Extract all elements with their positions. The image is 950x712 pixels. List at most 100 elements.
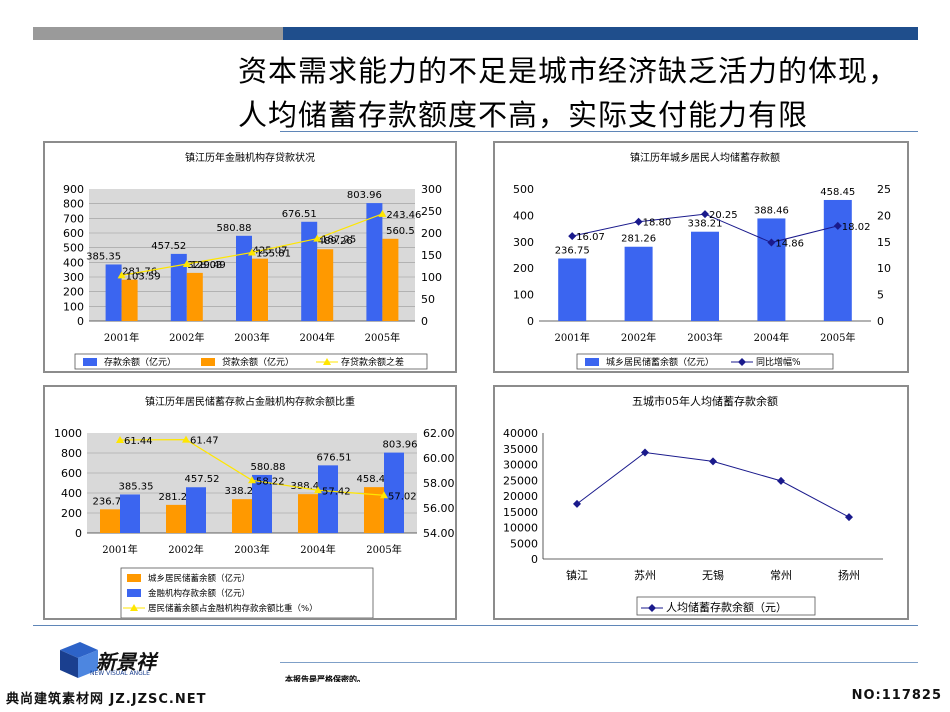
x-tick-label: 镇江 (566, 568, 588, 582)
legend-swatch (127, 574, 141, 582)
bar-data-label: 236.75 (93, 496, 128, 507)
line-point (378, 209, 387, 217)
chart-panel-deposits-loans: 镇江历年金融机构存贷款状况 0 100 200 300 400 500 600 700 800 90… (43, 141, 457, 373)
x-tick-label: 2004年 (300, 543, 335, 556)
x-tick-label: 扬州 (838, 568, 860, 582)
legend-label: 贷款余额（亿元） (222, 356, 294, 368)
bar (232, 499, 252, 533)
x-tick-label: 2003年 (687, 331, 722, 344)
line-point (709, 457, 717, 466)
bar (100, 509, 120, 533)
y2-tick-label: 20 (877, 209, 891, 222)
legend-swatch-marker (323, 358, 331, 365)
bar (823, 199, 852, 321)
y-tick-label: 200 (513, 262, 534, 275)
chart-five-cities: 五城市05年人均储蓄存款余额 0 5000 10000 15000 20000 25000 3… (503, 394, 883, 616)
chart-panel-five-cities: 五城市05年人均储蓄存款余额 0 5000 10000 15000 20000 25000 3… (493, 385, 909, 620)
y-tick-label: 800 (63, 198, 84, 211)
line-point (634, 217, 643, 226)
line-data-label: 129.49 (191, 260, 226, 271)
y-tick-label: 0 (527, 315, 534, 328)
line-data-label: 18.80 (643, 218, 672, 229)
y2-tick-label: 25 (877, 183, 891, 196)
line-point (573, 499, 581, 508)
y-tick-label: 500 (513, 183, 534, 196)
bar-data-label: 676.51 (317, 452, 352, 463)
y-tick-label: 900 (63, 183, 84, 196)
bar (382, 238, 399, 321)
line-point (248, 476, 256, 484)
y2-tick-label: 58.00 (423, 477, 455, 490)
legend-swatch (585, 358, 599, 366)
confidential-note: 本报告是严格保密的。 (285, 675, 365, 684)
bar (236, 235, 252, 321)
y-tick-label: 0 (531, 553, 538, 566)
bar (757, 218, 786, 321)
chart-title: 镇江历年城乡居民人均储蓄存款额 (630, 151, 780, 164)
bar (366, 203, 383, 321)
legend-swatch (127, 589, 141, 597)
x-tick-label: 2005年 (366, 543, 401, 556)
y-tick-label: 200 (63, 286, 84, 299)
line-point (182, 435, 190, 443)
x-tick-label: 2003年 (234, 331, 269, 344)
line-data-label: 61.47 (190, 436, 219, 447)
bar-data-label: 385.35 (86, 251, 121, 262)
y-tick-label: 600 (61, 467, 82, 480)
y-tick-label: 800 (61, 447, 82, 460)
chart-title: 五城市05年人均储蓄存款余额 (632, 394, 778, 408)
legend-label: 人均储蓄存款余额（元） (666, 600, 787, 614)
legend-label: 同比增幅% (756, 356, 801, 368)
legend-label: 城乡居民储蓄余额（亿元） (606, 356, 714, 368)
line-data-label: 61.44 (124, 436, 153, 447)
line-data-label: 18.02 (842, 222, 871, 233)
y2-tick-label: 50 (421, 293, 435, 306)
y2-tick-label: 300 (421, 183, 442, 196)
legend-box (74, 353, 428, 370)
y2-tick-label: 150 (421, 249, 442, 262)
bar (298, 494, 318, 533)
y-tick-label: 1000 (54, 427, 82, 440)
footer-watermark-left: 典尚建筑素材网 JZ.JZSC.NET (6, 692, 207, 707)
bar (121, 279, 138, 321)
line-data-label: 103.59 (126, 271, 161, 282)
y2-tick-label: 62.00 (423, 427, 455, 440)
bar (166, 504, 186, 533)
y-tick-label: 200 (61, 507, 82, 520)
line-data-label: 14.86 (775, 239, 804, 250)
bar (170, 253, 187, 321)
chart-per-capita-savings: 镇江历年城乡居民人均储蓄存款额 0 100 200 300 400 500 0 5 10 15 20 2… (513, 151, 891, 370)
x-tick-label: 2003年 (234, 543, 269, 556)
y-tick-label: 25000 (503, 474, 538, 487)
y-tick-label: 35000 (503, 443, 538, 456)
y2-tick-label: 5 (877, 289, 884, 302)
bar-data-label: 328.03 (187, 260, 222, 271)
line-data-label: 16.07 (576, 232, 605, 243)
y-tick-label: 40000 (503, 427, 538, 440)
bar-data-label: 425.07 (253, 246, 288, 257)
page-title-line-1: 资本需求能力的不足是城市经济缺乏活力的体现， (238, 54, 899, 88)
bar-data-label: 281.26 (159, 492, 194, 503)
x-tick-label: 2001年 (104, 331, 139, 344)
chart-panel-per-capita-savings: 镇江历年城乡居民人均储蓄存款额 0 100 200 300 400 500 0 5 10 15 20 2… (493, 141, 909, 373)
bar-data-label: 457.52 (185, 474, 220, 485)
y-tick-label: 100 (63, 300, 84, 313)
bar-data-label: 676.51 (282, 209, 317, 220)
x-tick-label: 2002年 (621, 331, 656, 344)
chart-deposits-loans: 镇江历年金融机构存贷款状况010020030040050060070080090… (63, 151, 442, 370)
y2-tick-label: 54.00 (423, 527, 455, 540)
legend-swatch-marker (648, 604, 656, 612)
x-tick-label: 2001年 (102, 543, 137, 556)
legend-box (636, 596, 816, 616)
bar (105, 264, 122, 321)
y-tick-label: 500 (63, 242, 84, 255)
bar (252, 258, 268, 321)
y-tick-label: 15000 (503, 506, 538, 519)
page-title-line-2: 人均储蓄存款额度不高，实际支付能力有限 (238, 98, 809, 132)
line-point (314, 486, 322, 494)
bar (252, 474, 272, 533)
y2-tick-label: 56.00 (423, 502, 455, 515)
bar-data-label: 388.46 (754, 205, 789, 216)
bar-data-label: 338.21 (225, 486, 260, 497)
y-tick-label: 100 (513, 289, 534, 302)
